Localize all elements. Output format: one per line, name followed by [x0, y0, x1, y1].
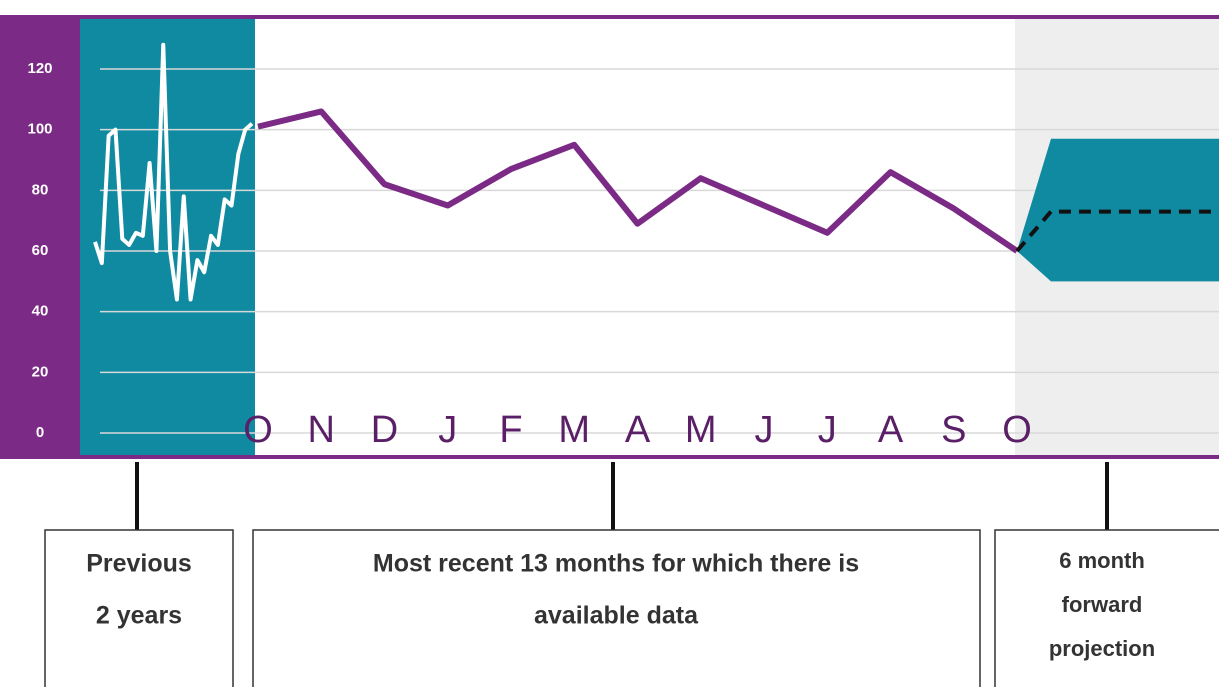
x-tick-label: J: [818, 409, 837, 451]
y-tick-label: 60: [32, 242, 49, 259]
annotation-text: forward: [1062, 592, 1143, 617]
box: [252, 529, 981, 687]
y-tick-label: 100: [27, 121, 52, 138]
annotation-text: Most recent 13 months for which there is: [373, 550, 859, 578]
box: [44, 529, 234, 687]
y-tick-label: 20: [32, 363, 49, 380]
annotation-text: 2 years: [96, 602, 182, 630]
recent-line: [257, 108, 1019, 254]
connectors: [135, 462, 1109, 530]
boxes: [44, 529, 1219, 687]
y-axis-strip: [0, 17, 80, 457]
box: [994, 529, 1219, 687]
projection-band: [1017, 138, 1219, 282]
annotation-text: projection: [1049, 636, 1155, 661]
x-tick-label: O: [1002, 409, 1032, 451]
x-tick-label: A: [625, 409, 651, 451]
y-tick-label: 80: [32, 181, 49, 198]
annotation-text: available data: [534, 602, 699, 630]
y-tick-label: 120: [27, 60, 52, 77]
x-tick-label: D: [371, 409, 398, 451]
x-tick-label: J: [755, 409, 774, 451]
y-tick-label: 0: [36, 424, 44, 441]
x-tick-label: F: [499, 409, 522, 451]
annotation-text: 6 month: [1059, 548, 1145, 573]
previous-band: [80, 17, 255, 457]
x-tick-label: A: [878, 409, 904, 451]
projection-line: [1015, 209, 1219, 253]
x-tick-label: M: [685, 409, 717, 451]
previous-line: [93, 42, 254, 302]
x-tick-label: S: [941, 409, 966, 451]
x-tick-label: O: [243, 409, 273, 451]
x-tick-label: N: [308, 409, 335, 451]
x-tick-label: M: [558, 409, 590, 451]
annotation-text: Previous: [86, 550, 192, 578]
y-tick-label: 40: [32, 303, 49, 320]
x-tick-label: J: [438, 409, 457, 451]
